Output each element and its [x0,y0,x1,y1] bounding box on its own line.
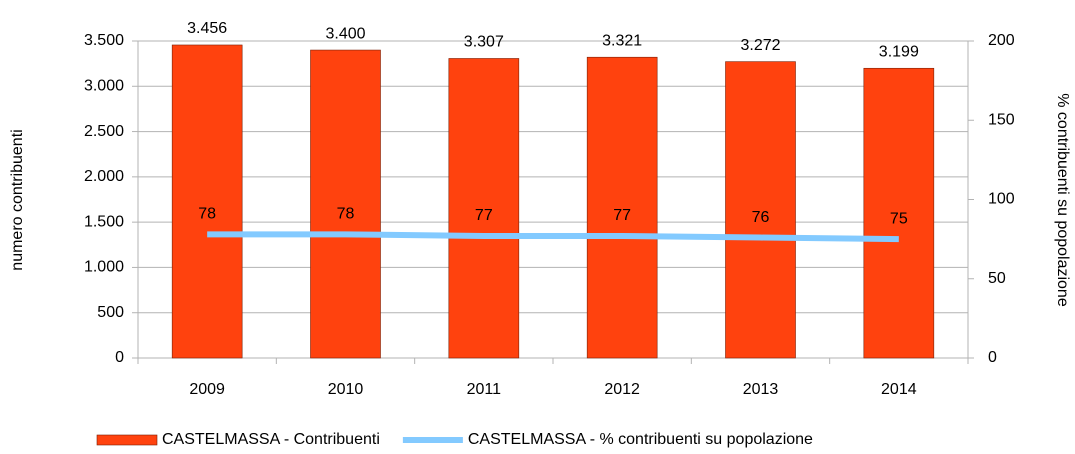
y2-tick-label: 200 [988,32,1015,49]
bar-value-label: 3.400 [325,25,365,42]
x-tick-label: 2013 [743,381,779,398]
x-tick-label: 2009 [189,381,225,398]
y2-axis-title: % contribuenti su popolazione [1054,93,1071,307]
line-value-label: 78 [337,206,355,223]
bar [310,49,381,359]
y-tick-label: 500 [97,304,124,321]
line-value-label: 77 [613,207,631,224]
x-tick-label: 2014 [881,381,917,398]
y-axis-title: numero contribuenti [9,129,26,270]
line-value-label: 77 [475,207,493,224]
y-tick-label: 0 [115,349,124,366]
bar-value-label: 3.456 [187,20,227,37]
x-tick-label: 2010 [328,381,364,398]
bar [725,61,796,359]
bar-value-label: 3.272 [740,37,780,54]
y-tick-label: 2.000 [84,168,124,185]
y-tick-label: 1.000 [84,259,124,276]
y2-tick-label: 150 [988,111,1015,128]
legend-swatch [96,434,158,446]
bar-value-label: 3.199 [879,43,919,60]
line-value-label: 78 [198,206,216,223]
legend-label: CASTELMASSA - Contribuenti [162,431,380,448]
bar-value-label: 3.321 [602,32,642,49]
y2-tick-label: 50 [988,270,1006,287]
y2-tick-label: 0 [988,349,997,366]
bar [586,56,658,359]
bar [448,58,520,359]
bar [171,44,243,359]
bar-value-label: 3.307 [464,34,504,51]
line-value-label: 76 [752,209,770,226]
x-tick-label: 2012 [604,381,640,398]
y-tick-label: 1.500 [84,213,124,230]
bar [863,67,935,359]
line-value-label: 75 [890,210,908,227]
y2-tick-label: 100 [988,191,1015,208]
y-tick-label: 3.000 [84,78,124,95]
x-tick-label: 2011 [467,381,502,398]
legend-label: CASTELMASSA - % contribuenti su popolazi… [468,431,813,448]
y-tick-label: 3.500 [84,32,124,49]
plot-border [137,40,969,359]
y-tick-label: 2.500 [84,123,124,140]
line [207,231,899,243]
